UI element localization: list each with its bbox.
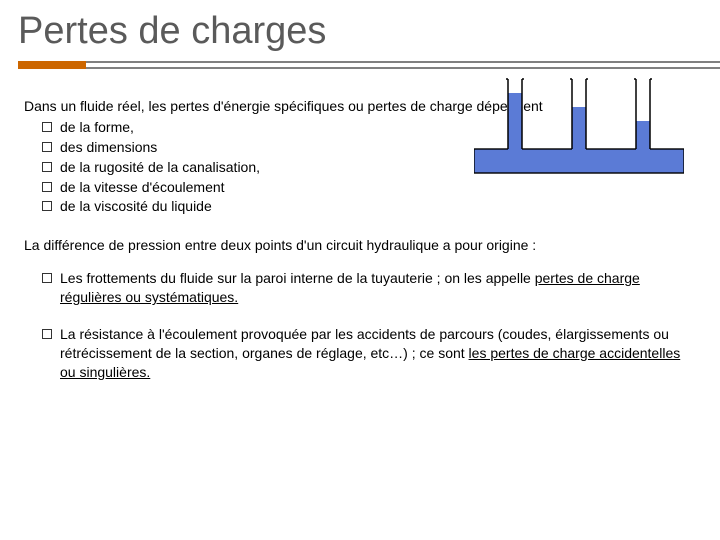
list-item: de la viscosité du liquide: [42, 197, 696, 216]
accent-bar: [18, 61, 86, 69]
content-area: Dans un fluide réel, les pertes d'énergi…: [0, 69, 720, 382]
underline-bar: [86, 61, 720, 69]
list-item: de la rugosité de la canalisation,: [42, 158, 696, 177]
list-item: Les frottements du fluide sur la paroi i…: [42, 269, 696, 307]
list-item: des dimensions: [42, 138, 696, 157]
factors-list: de la forme, des dimensions de la rugosi…: [24, 118, 696, 216]
page-title: Pertes de charges: [0, 0, 720, 61]
title-underline: [0, 61, 720, 69]
origins-list: Les frottements du fluide sur la paroi i…: [24, 269, 696, 381]
list-item: La résistance à l'écoulement provoquée p…: [42, 325, 696, 382]
list-item: de la vitesse d'écoulement: [42, 178, 696, 197]
list-item: de la forme,: [42, 118, 696, 137]
origin-text: Les frottements du fluide sur la paroi i…: [60, 270, 535, 286]
origins-intro: La différence de pression entre deux poi…: [24, 236, 696, 255]
